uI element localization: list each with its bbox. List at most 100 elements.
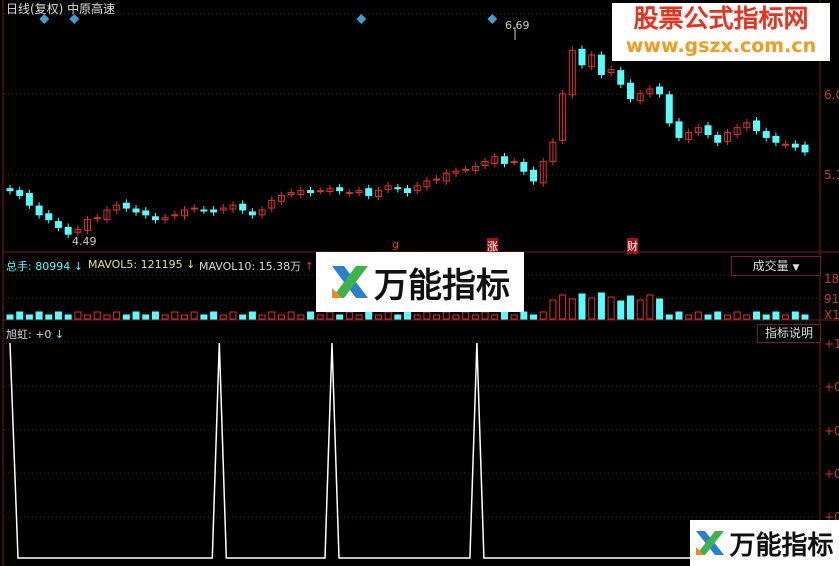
volume-bar (568, 298, 576, 320)
candle-body (268, 199, 276, 209)
volume-bar (607, 296, 615, 320)
candle-body (248, 211, 256, 216)
candle-body (617, 70, 625, 85)
legend-mavol5: MAVOL5: 121195 ↓ (88, 258, 196, 271)
candle-body (93, 217, 101, 220)
chevron-down-icon: ▼ (792, 263, 800, 273)
candle-body (520, 162, 528, 172)
candle-body (791, 143, 799, 148)
volume-bar (723, 314, 731, 320)
candle-body (210, 209, 218, 213)
volume-bar (74, 311, 82, 320)
candle-body (355, 190, 363, 194)
volume-bar (597, 292, 605, 320)
candle-body (597, 54, 605, 75)
watermark-url: www.gszx.com.cn (625, 35, 817, 57)
candle-body (423, 180, 431, 188)
volume-bar (433, 314, 441, 320)
volume-bar (384, 311, 392, 320)
candle-body (6, 188, 14, 192)
watermark-site: 股票公式指标网 www.gszx.com.cn (612, 3, 830, 61)
volume-bar (200, 314, 208, 320)
logo-icon (696, 531, 725, 555)
volume-bar (54, 311, 62, 320)
volume-tick: 91 (824, 292, 839, 306)
volume-bar (423, 311, 431, 320)
candle-body (733, 127, 741, 135)
volume-bar (675, 311, 683, 320)
candle-body (578, 48, 586, 66)
volume-bar (549, 299, 557, 320)
marker-zhang[interactable]: 涨 (487, 238, 498, 254)
indicator-tick: +0 (824, 380, 839, 394)
logo-text: 万能指标 (374, 265, 510, 306)
candle-body (394, 187, 402, 190)
candle-body (54, 221, 62, 228)
volume-bar (210, 311, 218, 320)
volume-bar (704, 314, 712, 320)
volume-bar (248, 311, 256, 320)
volume-bar (753, 311, 761, 320)
volume-bar (539, 311, 547, 320)
marker-cai[interactable]: 财 (627, 238, 638, 254)
volume-bar (355, 314, 363, 320)
candle-body (229, 204, 237, 210)
volume-bar (665, 314, 673, 320)
volume-bar (142, 314, 150, 320)
candle-body (219, 207, 227, 211)
candle-body (442, 172, 450, 182)
volume-bar (462, 311, 470, 320)
candle-body (16, 190, 24, 196)
candle-body (452, 170, 460, 174)
candle-body (433, 178, 441, 181)
indicator-line (9, 342, 805, 559)
candle-body (200, 209, 208, 212)
volume-bar (171, 311, 179, 320)
volume-bar (636, 299, 644, 320)
candle-body (181, 209, 189, 217)
volume-bar (626, 295, 634, 320)
indicator-tick: +0 (824, 467, 839, 481)
candle-body (481, 161, 489, 166)
candle-body (25, 193, 33, 206)
volume-selector-label: 成交量 (752, 259, 789, 273)
volume-bar (268, 311, 276, 320)
volume-bar (374, 314, 382, 320)
candle-body (113, 204, 121, 211)
candle-body (510, 161, 518, 164)
volume-bar (471, 314, 479, 320)
indicator-explain-button[interactable]: 指标说明 (757, 324, 821, 343)
volume-bar (316, 314, 324, 320)
volume-bar (481, 311, 489, 320)
volume-selector[interactable]: 成交量 ▼ (731, 256, 821, 276)
volume-bar (103, 314, 111, 320)
volume-bar (219, 314, 227, 320)
volume-bar (365, 311, 373, 320)
volume-bar (132, 311, 140, 320)
watermark-site-name: 股票公式指标网 (633, 4, 809, 33)
candle-body (530, 169, 538, 182)
volume-bar (578, 293, 586, 320)
volume-bar (277, 314, 285, 320)
volume-bar (404, 311, 411, 320)
volume-bar (181, 314, 189, 320)
volume-bar (646, 294, 654, 320)
volume-bar (113, 311, 121, 320)
watermark-logo-center: 万能指标 (316, 252, 524, 312)
candle-body (190, 207, 198, 210)
volume-bar (161, 314, 169, 320)
candle-body (772, 135, 780, 143)
volume-bar (25, 314, 33, 320)
candle-body (35, 205, 43, 216)
candle-body (694, 127, 702, 134)
candle-body (665, 94, 673, 124)
volume-bar (520, 311, 528, 320)
candle-body (122, 202, 130, 209)
marker-g: g (392, 238, 399, 251)
candle-body (723, 132, 731, 142)
volume-bar (694, 311, 702, 320)
candle-body (704, 125, 712, 135)
volume-tick: X1 (824, 308, 839, 322)
candle-body (626, 82, 634, 100)
